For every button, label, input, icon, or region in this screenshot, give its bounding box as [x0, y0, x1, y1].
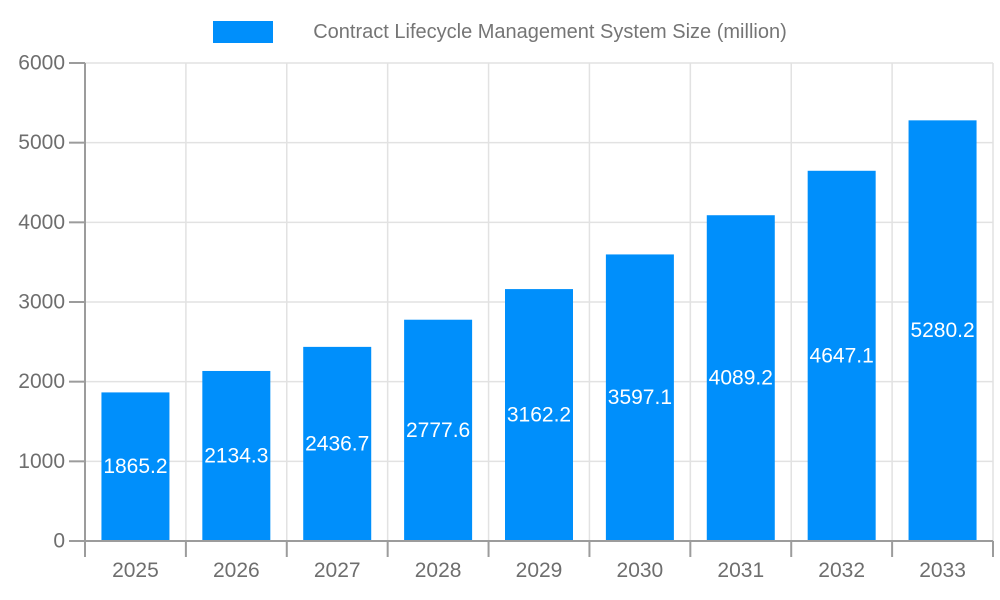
- y-axis-label: 6000: [18, 52, 65, 75]
- legend-swatch: [213, 21, 274, 43]
- x-axis-label: 2027: [314, 559, 361, 582]
- x-axis-label: 2033: [919, 559, 966, 582]
- y-axis-label: 2000: [18, 370, 65, 393]
- y-axis-label: 1000: [18, 450, 65, 473]
- y-axis-label: 5000: [18, 131, 65, 154]
- bar-value-label: 2436.7: [305, 432, 369, 455]
- bar-value-label: 5280.2: [910, 319, 974, 342]
- bar-value-label: 4647.1: [810, 344, 874, 367]
- x-axis-label: 2025: [112, 559, 159, 582]
- bar-2030: [605, 254, 674, 541]
- x-axis-label: 2031: [717, 559, 764, 582]
- bar-2032: [807, 170, 876, 541]
- x-axis-label: 2032: [818, 559, 865, 582]
- bar-2025: [101, 392, 170, 541]
- x-axis-label: 2028: [415, 559, 462, 582]
- bar-value-label: 2777.6: [406, 419, 470, 442]
- bar-2028: [404, 319, 473, 541]
- bar-2031: [706, 215, 775, 542]
- x-axis-label: 2030: [617, 559, 664, 582]
- chart-legend-item[interactable]: Contract Lifecycle Management System Siz…: [0, 20, 1000, 44]
- legend-label: Contract Lifecycle Management System Siz…: [313, 21, 787, 43]
- bar-value-label: 1865.2: [103, 455, 167, 478]
- y-axis-label: 4000: [18, 211, 65, 234]
- bar-2027: [303, 346, 372, 541]
- bar-2033: [908, 120, 977, 542]
- x-axis-label: 2026: [213, 559, 260, 582]
- y-axis-label: 0: [53, 530, 65, 553]
- bar-2029: [505, 289, 573, 541]
- bar-value-label: 2134.3: [204, 444, 268, 467]
- bar-2026: [202, 370, 271, 541]
- bar-value-label: 3162.2: [507, 404, 571, 427]
- y-axis-label: 3000: [18, 291, 65, 314]
- x-axis-label: 2029: [516, 559, 563, 582]
- bar-value-label: 3597.1: [608, 386, 672, 409]
- bar-value-label: 4089.2: [709, 367, 773, 390]
